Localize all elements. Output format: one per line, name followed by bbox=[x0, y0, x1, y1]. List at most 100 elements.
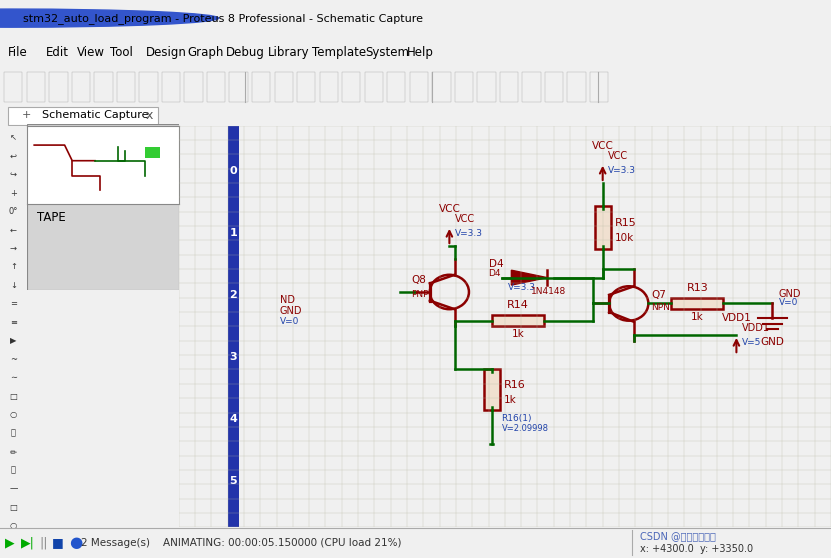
Bar bbox=[252, 72, 270, 102]
Text: V=0: V=0 bbox=[280, 316, 299, 325]
Text: Template: Template bbox=[312, 46, 366, 59]
Text: VOLTAGE: VOLTAGE bbox=[37, 151, 96, 164]
Text: Q8: Q8 bbox=[411, 276, 426, 285]
Bar bbox=[484, 369, 499, 410]
Text: 0°: 0° bbox=[8, 207, 18, 216]
Bar bbox=[228, 126, 239, 527]
Text: 1: 1 bbox=[229, 228, 238, 238]
Bar bbox=[545, 72, 563, 102]
Circle shape bbox=[0, 9, 219, 27]
Bar bbox=[590, 72, 608, 102]
Text: ○: ○ bbox=[10, 521, 17, 530]
Text: GND: GND bbox=[760, 337, 784, 347]
Text: ≡: ≡ bbox=[10, 318, 17, 327]
Bar bbox=[229, 72, 248, 102]
Bar bbox=[320, 72, 338, 102]
Bar bbox=[387, 72, 406, 102]
Text: =: = bbox=[10, 300, 17, 309]
Bar bbox=[71, 72, 90, 102]
Text: ↖: ↖ bbox=[10, 133, 17, 142]
Polygon shape bbox=[511, 270, 548, 285]
Text: R13: R13 bbox=[686, 283, 708, 293]
Text: GND: GND bbox=[280, 306, 302, 316]
Text: VDD1: VDD1 bbox=[721, 312, 751, 323]
Text: ▶: ▶ bbox=[10, 336, 17, 345]
Text: PNP: PNP bbox=[411, 290, 429, 299]
Text: R14: R14 bbox=[507, 300, 529, 310]
Text: R15: R15 bbox=[614, 218, 637, 228]
Text: VCC: VCC bbox=[455, 214, 475, 224]
Text: 1k: 1k bbox=[504, 395, 516, 405]
Text: CSDN @爱发明的小立: CSDN @爱发明的小立 bbox=[640, 531, 715, 541]
Text: Graph: Graph bbox=[187, 46, 224, 59]
Bar bbox=[568, 72, 586, 102]
Bar bbox=[207, 72, 225, 102]
Bar bbox=[145, 147, 160, 158]
Text: 3: 3 bbox=[229, 353, 238, 363]
Text: ⬜: ⬜ bbox=[11, 466, 16, 475]
Text: ↓: ↓ bbox=[10, 281, 17, 290]
Text: ↑: ↑ bbox=[10, 262, 17, 272]
Text: System: System bbox=[366, 46, 410, 59]
Text: □: □ bbox=[9, 503, 17, 512]
Text: —: — bbox=[9, 484, 17, 493]
Bar bbox=[27, 72, 45, 102]
Text: ↩: ↩ bbox=[10, 152, 17, 161]
Text: ←: ← bbox=[10, 225, 17, 234]
Text: V=0: V=0 bbox=[779, 297, 799, 306]
Text: x: +4300.0  y: +3350.0: x: +4300.0 y: +3350.0 bbox=[640, 545, 753, 555]
Text: ●: ● bbox=[69, 535, 82, 550]
Text: 1k: 1k bbox=[512, 329, 524, 339]
Text: V=3.3: V=3.3 bbox=[608, 166, 636, 175]
Bar bbox=[297, 72, 316, 102]
Bar bbox=[477, 72, 495, 102]
Text: VCC: VCC bbox=[608, 151, 628, 161]
Text: VCC: VCC bbox=[592, 141, 613, 151]
Bar bbox=[27, 145, 179, 171]
Bar bbox=[455, 72, 473, 102]
Text: V=3.3: V=3.3 bbox=[508, 283, 536, 292]
Text: ■: ■ bbox=[52, 536, 64, 549]
Text: 4: 4 bbox=[229, 415, 238, 425]
Text: ○: ○ bbox=[10, 410, 17, 419]
Text: Help: Help bbox=[407, 46, 434, 59]
Text: ▶|: ▶| bbox=[21, 536, 35, 549]
Text: stm32_auto_load_program - Proteus 8 Professional - Schematic Capture: stm32_auto_load_program - Proteus 8 Prof… bbox=[23, 13, 423, 23]
Bar bbox=[432, 72, 450, 102]
Text: ✏: ✏ bbox=[10, 448, 17, 456]
Text: CURRENT: CURRENT bbox=[37, 184, 94, 197]
Text: PROBES: PROBES bbox=[77, 133, 128, 143]
Bar bbox=[274, 72, 293, 102]
Text: D4: D4 bbox=[489, 270, 501, 278]
Bar bbox=[49, 72, 67, 102]
Text: VDD1: VDD1 bbox=[741, 323, 770, 333]
Text: TAPE: TAPE bbox=[37, 211, 66, 224]
Text: R16(1): R16(1) bbox=[502, 414, 532, 423]
Text: 1k: 1k bbox=[691, 311, 704, 321]
Text: 2 Message(s)    ANIMATING: 00:00:05.150000 (CPU load 21%): 2 Message(s) ANIMATING: 00:00:05.150000 … bbox=[81, 538, 401, 547]
Text: Edit: Edit bbox=[46, 46, 69, 59]
Text: V=2.09998: V=2.09998 bbox=[502, 425, 548, 434]
Text: 5: 5 bbox=[229, 477, 238, 487]
Bar bbox=[140, 72, 158, 102]
Text: □: □ bbox=[9, 392, 17, 401]
Bar bbox=[184, 72, 203, 102]
Text: ∼: ∼ bbox=[10, 373, 17, 382]
Text: V=3.3: V=3.3 bbox=[455, 229, 483, 238]
Text: Design: Design bbox=[145, 46, 186, 59]
Text: 1N4148: 1N4148 bbox=[531, 287, 566, 296]
Bar bbox=[365, 72, 383, 102]
Text: Q7: Q7 bbox=[652, 290, 666, 300]
Text: Debug: Debug bbox=[226, 46, 265, 59]
Text: 2: 2 bbox=[229, 290, 238, 300]
Bar bbox=[492, 315, 544, 326]
Bar bbox=[671, 298, 723, 309]
Bar bbox=[523, 72, 541, 102]
Bar bbox=[94, 72, 112, 102]
Text: ▶: ▶ bbox=[5, 536, 15, 549]
Text: Tool: Tool bbox=[110, 46, 133, 59]
Text: VCC: VCC bbox=[439, 204, 460, 214]
Text: ~: ~ bbox=[10, 355, 17, 364]
Text: R16: R16 bbox=[504, 380, 525, 390]
Text: D4: D4 bbox=[489, 259, 503, 270]
